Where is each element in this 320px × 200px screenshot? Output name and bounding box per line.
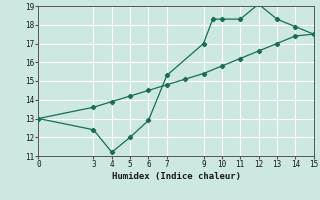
X-axis label: Humidex (Indice chaleur): Humidex (Indice chaleur): [111, 172, 241, 181]
